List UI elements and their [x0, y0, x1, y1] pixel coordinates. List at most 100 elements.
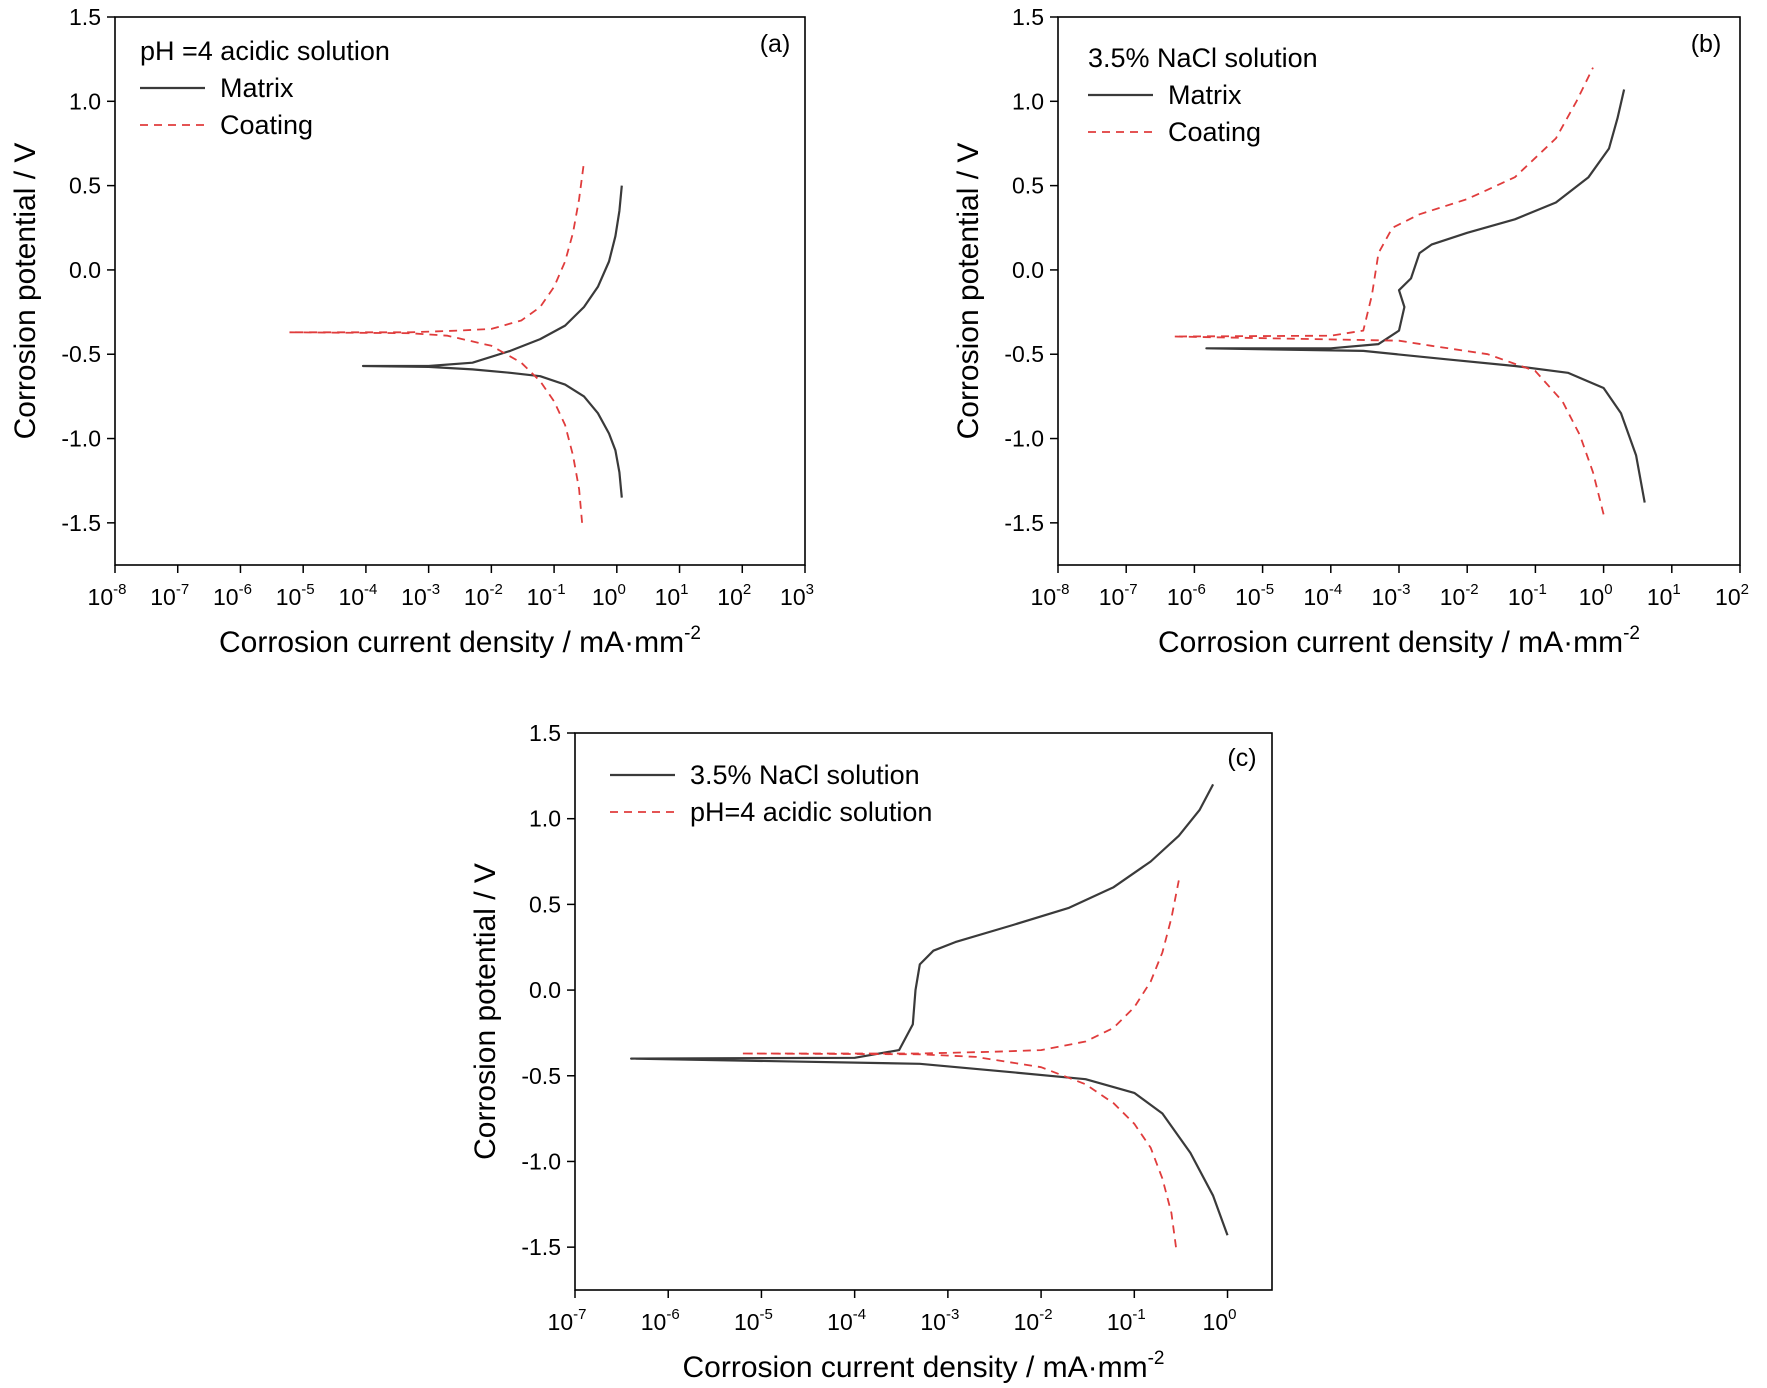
x-tick-exponent: -3 — [427, 581, 440, 598]
x-tick-label: 10-1 — [527, 581, 566, 610]
x-tick-label: 10-3 — [1372, 581, 1411, 610]
x-tick-base: 10 — [1303, 584, 1329, 610]
x-tick-base: 10 — [213, 584, 239, 610]
panel-label: (b) — [1691, 30, 1722, 58]
y-tick-label: 0.5 — [69, 173, 101, 199]
series-line-1 — [1205, 89, 1646, 503]
chart-panel-b: 10-8 10-7 10-6 10-5 10-4 10-3 10-2 10-1 100 101 10… — [952, 4, 1749, 659]
x-tick-label: 100 — [592, 581, 626, 610]
x-tick-base: 10 — [88, 584, 114, 610]
x-tick-base: 10 — [1579, 584, 1605, 610]
x-tick-exponent: 3 — [806, 581, 814, 598]
x-tick-base: 10 — [655, 584, 681, 610]
chart-panel-c: 10-7 10-6 10-5 10-4 10-3 10-2 10-1 1001.51.00.5… — [469, 720, 1273, 1384]
plot-frame — [574, 732, 1273, 1291]
y-tick-label: -0.5 — [1004, 341, 1044, 367]
x-tick-exponent: -2 — [1465, 581, 1478, 598]
x-tick-label: 10-6 — [641, 1306, 680, 1335]
legend-entry-1: Matrix — [1168, 80, 1242, 110]
x-tick-label: 101 — [1647, 581, 1681, 610]
x-tick-exponent: -6 — [1193, 581, 1206, 598]
y-tick-label: -0.5 — [61, 341, 101, 367]
legend-title: 3.5% NaCl solution — [1088, 43, 1318, 73]
y-tick-label: 0.5 — [529, 891, 561, 917]
x-tick-label: 10-7 — [150, 581, 189, 610]
x-tick-base: 10 — [1647, 584, 1673, 610]
y-tick-label: -1.0 — [61, 426, 101, 452]
x-axis-title-exponent: -2 — [684, 623, 701, 644]
x-tick-exponent: -4 — [853, 1306, 866, 1323]
x-tick-label: 10-6 — [1167, 581, 1206, 610]
x-tick-base: 10 — [150, 584, 176, 610]
x-tick-label: 10-7 — [548, 1306, 587, 1335]
y-tick-label: 0.0 — [69, 257, 101, 283]
x-axis-title-text: Corrosion current density / mA·mm — [219, 626, 684, 659]
x-tick-base: 10 — [1203, 1309, 1229, 1335]
x-tick-exponent: -2 — [489, 581, 502, 598]
legend-entry-1: Matrix — [220, 73, 294, 103]
x-tick-label: 10-2 — [464, 581, 503, 610]
x-tick-label: 10-2 — [1014, 1306, 1053, 1335]
x-axis-title-exponent: -2 — [1623, 623, 1640, 644]
x-tick-label: 10-4 — [827, 1306, 866, 1335]
x-axis-title-exponent: -2 — [1148, 1348, 1165, 1369]
x-tick-label: 10-5 — [1235, 581, 1274, 610]
x-tick-exponent: -1 — [1132, 1306, 1145, 1323]
x-tick-label: 10-2 — [1440, 581, 1479, 610]
x-tick-base: 10 — [548, 1309, 574, 1335]
x-tick-label: 10-5 — [276, 581, 315, 610]
x-tick-label: 10-3 — [401, 581, 440, 610]
y-tick-label: 1.5 — [529, 720, 561, 746]
x-tick-exponent: -3 — [946, 1306, 959, 1323]
x-tick-exponent: -4 — [1329, 581, 1342, 598]
series-line-2 — [1173, 67, 1605, 515]
x-tick-base: 10 — [1440, 584, 1466, 610]
x-tick-base: 10 — [780, 584, 806, 610]
x-tick-exponent: -7 — [1124, 581, 1137, 598]
x-tick-base: 10 — [1107, 1309, 1133, 1335]
series-line-2 — [739, 880, 1180, 1248]
x-tick-exponent: -8 — [1056, 581, 1069, 598]
x-tick-base: 10 — [717, 584, 743, 610]
x-tick-label: 101 — [655, 581, 689, 610]
y-tick-label: -1.0 — [521, 1148, 561, 1174]
y-tick-label: 0.0 — [1012, 257, 1044, 283]
x-tick-label: 100 — [1579, 581, 1613, 610]
legend-entry-2: pH=4 acidic solution — [690, 797, 932, 827]
x-axis-title: Corrosion current density / mA·mm-2 — [1158, 623, 1640, 659]
x-tick-exponent: -5 — [1261, 581, 1274, 598]
legend-entry-2: Coating — [220, 110, 313, 140]
x-tick-label: 10-4 — [1303, 581, 1342, 610]
x-tick-base: 10 — [1099, 584, 1125, 610]
x-tick-base: 10 — [1031, 584, 1057, 610]
chart-panel-a: 10-8 10-7 10-6 10-5 10-4 10-3 10-2 10-1 100 101 10… — [9, 4, 814, 659]
x-axis-title: Corrosion current density / mA·mm-2 — [219, 623, 701, 659]
x-tick-exponent: 0 — [617, 581, 625, 598]
y-tick-label: -1.5 — [61, 510, 101, 536]
y-axis-title: Corrosion potential / V — [952, 143, 985, 440]
x-tick-exponent: 1 — [680, 581, 688, 598]
y-tick-label: 1.0 — [1012, 88, 1044, 114]
x-tick-label: 10-4 — [338, 581, 377, 610]
x-tick-base: 10 — [276, 584, 302, 610]
x-tick-label: 10-8 — [88, 581, 127, 610]
y-tick-label: 1.5 — [69, 4, 101, 30]
y-tick-label: -1.5 — [1004, 510, 1044, 536]
x-tick-exponent: -4 — [364, 581, 377, 598]
x-tick-base: 10 — [827, 1309, 853, 1335]
y-tick-label: -0.5 — [521, 1063, 561, 1089]
y-tick-label: 0.5 — [1012, 173, 1044, 199]
x-tick-label: 10-3 — [920, 1306, 959, 1335]
x-tick-exponent: -6 — [239, 581, 252, 598]
y-tick-label: 1.0 — [69, 88, 101, 114]
x-tick-base: 10 — [1715, 584, 1741, 610]
x-tick-exponent: 0 — [1228, 1306, 1236, 1323]
x-tick-base: 10 — [1235, 584, 1261, 610]
x-tick-base: 10 — [1372, 584, 1398, 610]
x-tick-exponent: 0 — [1604, 581, 1612, 598]
x-tick-exponent: -5 — [760, 1306, 773, 1323]
series-line-1 — [630, 783, 1229, 1236]
panel-label: (c) — [1227, 744, 1256, 772]
x-tick-exponent: -7 — [176, 581, 189, 598]
x-tick-exponent: 1 — [1672, 581, 1680, 598]
